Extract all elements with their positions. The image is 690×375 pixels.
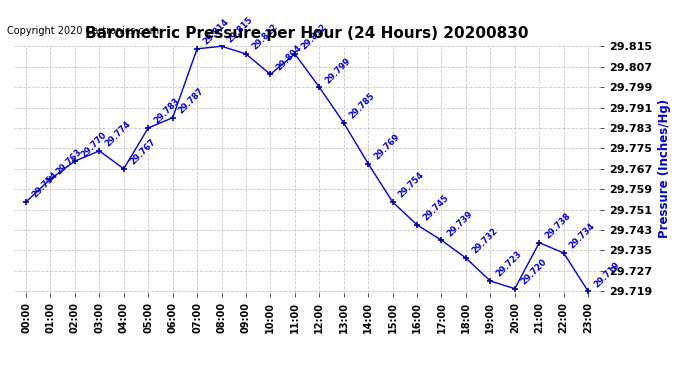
Title: Barometric Pressure per Hour (24 Hours) 20200830: Barometric Pressure per Hour (24 Hours) … xyxy=(86,26,529,41)
Text: 29.767: 29.767 xyxy=(128,137,157,166)
Text: 29.812: 29.812 xyxy=(299,22,328,52)
Text: 29.723: 29.723 xyxy=(495,250,524,279)
Text: 29.814: 29.814 xyxy=(201,17,230,46)
Text: 29.732: 29.732 xyxy=(470,227,500,256)
Text: 29.720: 29.720 xyxy=(519,257,548,286)
Text: 29.719: 29.719 xyxy=(592,260,622,289)
Text: 29.787: 29.787 xyxy=(177,87,206,116)
Text: 29.738: 29.738 xyxy=(543,211,573,241)
Text: 29.804: 29.804 xyxy=(275,43,304,72)
Text: 29.763: 29.763 xyxy=(55,148,83,177)
Text: 29.799: 29.799 xyxy=(324,56,353,85)
Text: 29.812: 29.812 xyxy=(250,22,279,52)
Text: Copyright 2020 Cartronics.com: Copyright 2020 Cartronics.com xyxy=(7,26,159,36)
Text: 29.770: 29.770 xyxy=(79,130,108,159)
Text: 29.815: 29.815 xyxy=(226,15,255,44)
Text: 29.734: 29.734 xyxy=(568,222,597,251)
Text: 29.739: 29.739 xyxy=(446,209,475,238)
Text: 29.754: 29.754 xyxy=(397,171,426,200)
Text: 29.754: 29.754 xyxy=(30,171,59,200)
Text: 29.783: 29.783 xyxy=(152,97,181,126)
Y-axis label: Pressure (Inches/Hg): Pressure (Inches/Hg) xyxy=(658,99,671,238)
Text: 29.745: 29.745 xyxy=(421,194,451,223)
Text: 29.774: 29.774 xyxy=(104,120,132,149)
Text: 29.785: 29.785 xyxy=(348,92,377,121)
Text: 29.769: 29.769 xyxy=(373,132,402,162)
